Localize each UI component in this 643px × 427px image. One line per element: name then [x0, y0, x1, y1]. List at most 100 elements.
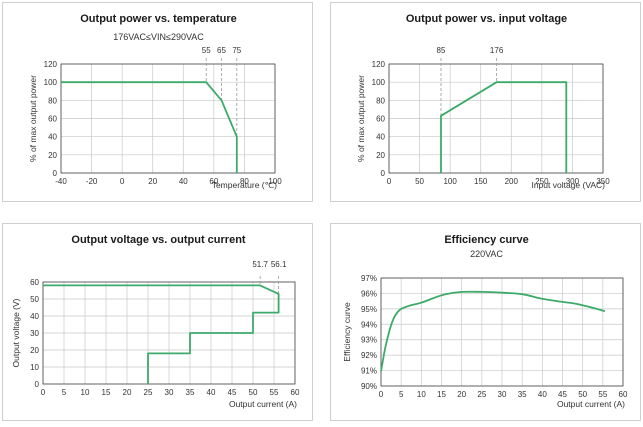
y-tick-label: 91%: [361, 367, 377, 376]
x-tick-label: 60: [619, 390, 628, 399]
y-tick-label: 120: [44, 60, 58, 69]
annotation-label: 176: [490, 46, 504, 55]
chart-input-voltage: Output power vs. input voltage 0 50 100 150 2…: [356, 13, 610, 190]
y-tick-label: 100: [372, 78, 386, 87]
x-tick-label: 150: [474, 177, 488, 186]
y-axis-label: Output voltage (V): [11, 298, 21, 367]
y-tick-label: 80: [48, 96, 57, 105]
chart-panel-temperature: Output power vs. temperature 176VAC≤VIN≤2…: [2, 2, 313, 202]
chart-panel-voltage-current: Output voltage vs. output current 0 5 10 15 2…: [2, 223, 313, 421]
series-line: [440, 81, 568, 173]
y-tick-label: 20: [376, 151, 385, 160]
x-tick-label: 20: [148, 177, 157, 186]
chart-efficiency: Efficiency curve 220VAC 0 5 10 15 20 25 30 35 40 45…: [342, 234, 628, 409]
y-tick-label: 60: [376, 115, 385, 124]
y-axis-label: % of max output power: [356, 75, 366, 162]
y-tick-label: 100: [44, 78, 58, 87]
x-tick-label: 50: [415, 177, 424, 186]
chart-panel-efficiency: Efficiency curve 220VAC 0 5 10 15 20 25 30 35 40 45…: [330, 223, 641, 421]
x-tick-label: 55: [598, 390, 607, 399]
x-tick-label: 0: [120, 177, 125, 186]
x-tick-label: 15: [102, 388, 111, 397]
x-tick-label: 40: [538, 390, 547, 399]
x-tick-label: 250: [535, 177, 549, 186]
series-line: [61, 81, 238, 173]
x-tick-label: 350: [596, 177, 610, 186]
x-tick-label: 100: [268, 177, 282, 186]
y-tick-label: 92%: [361, 351, 377, 360]
x-tick-label: 40: [179, 177, 188, 186]
y-axis-label: Efficiency curve: [342, 302, 352, 362]
y-tick-label: 10: [30, 363, 39, 372]
chart-subtitle: 176VAC≤VIN≤290VAC: [113, 32, 204, 42]
x-tick-label: 10: [81, 388, 90, 397]
y-tick-label: 0: [53, 169, 58, 178]
x-tick-label: 0: [379, 390, 384, 399]
x-tick-label: 45: [558, 390, 567, 399]
chart-title: Output power vs. temperature: [80, 13, 236, 25]
x-tick-label: 35: [518, 390, 527, 399]
annotation-label: 85: [437, 46, 446, 55]
x-tick-label: 20: [123, 388, 132, 397]
y-tick-label: 90%: [361, 382, 377, 391]
y-tick-label: 40: [30, 312, 39, 321]
x-tick-label: 100: [443, 177, 457, 186]
x-tick-label: 50: [578, 390, 587, 399]
annotation-label: 51.7: [252, 260, 268, 269]
x-tick-label: 30: [165, 388, 174, 397]
y-tick-label: 40: [376, 133, 385, 142]
x-tick-label: 0: [41, 388, 46, 397]
chart-subtitle: 220VAC: [470, 249, 503, 259]
x-axis-label: Output current (A): [229, 399, 297, 409]
x-tick-label: 60: [209, 177, 218, 186]
annotation-label: 65: [217, 46, 226, 55]
x-tick-label: 50: [249, 388, 258, 397]
y-tick-label: 20: [48, 151, 57, 160]
x-tick-label: 45: [228, 388, 237, 397]
x-tick-label: 40: [207, 388, 216, 397]
y-tick-label: 97%: [361, 274, 377, 283]
y-tick-label: 0: [381, 169, 386, 178]
chart-panel-input-voltage: Output power vs. input voltage 0 50 100 150 2…: [330, 2, 641, 202]
chart-voltage-current: Output voltage vs. output current 0 5 10 15 2…: [11, 234, 300, 409]
x-tick-label: 5: [62, 388, 67, 397]
x-axis-label: Output current (A): [557, 399, 625, 409]
annotation-label: 56.1: [271, 260, 287, 269]
plot-frame: [42, 281, 296, 385]
y-tick-label: 50: [30, 295, 39, 304]
y-tick-label: 60: [48, 115, 57, 124]
y-tick-label: 80: [376, 96, 385, 105]
x-tick-label: 25: [477, 390, 486, 399]
chart-temperature: Output power vs. temperature 176VAC≤VIN≤2…: [28, 13, 282, 190]
y-tick-label: 30: [30, 329, 39, 338]
x-axis-label: Temperature (℃): [212, 180, 277, 190]
y-tick-label: 60: [30, 278, 39, 287]
y-tick-label: 40: [48, 133, 57, 142]
x-axis-label: Input voltage (VAC): [531, 180, 605, 190]
y-tick-label: 95%: [361, 305, 377, 314]
chart-title: Output power vs. input voltage: [406, 13, 567, 25]
y-tick-label: 0: [35, 380, 40, 389]
x-tick-label: 80: [240, 177, 249, 186]
y-tick-label: 94%: [361, 320, 377, 329]
y-tick-label: 96%: [361, 289, 377, 298]
y-axis-label: % of max output power: [28, 75, 38, 162]
y-tick-label: 120: [372, 60, 386, 69]
chart-title: Output voltage vs. output current: [71, 234, 246, 246]
x-tick-label: 300: [566, 177, 580, 186]
annotation-label: 75: [232, 46, 241, 55]
x-tick-label: 10: [417, 390, 426, 399]
chart-title: Efficiency curve: [444, 234, 528, 246]
x-tick-label: 20: [457, 390, 466, 399]
x-tick-label: 60: [291, 388, 300, 397]
x-tick-label: 30: [498, 390, 507, 399]
x-tick-label: 55: [270, 388, 279, 397]
plot-frame: [380, 277, 624, 387]
plot-frame: [388, 63, 604, 174]
series-line: [43, 284, 280, 384]
x-tick-label: 35: [186, 388, 195, 397]
plot-frame: [60, 63, 276, 174]
y-tick-label: 20: [30, 346, 39, 355]
x-tick-label: 0: [387, 177, 392, 186]
